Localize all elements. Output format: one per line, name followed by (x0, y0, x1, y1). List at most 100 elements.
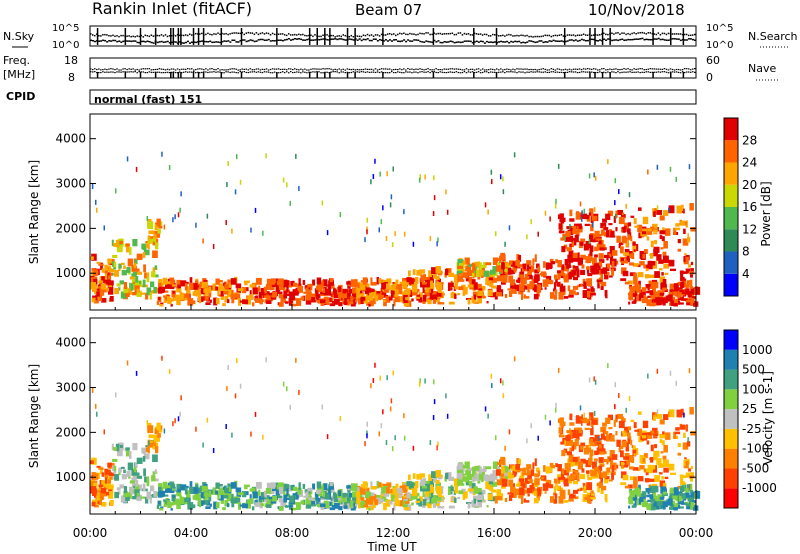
heatmap-cell (613, 419, 616, 427)
nave-point (374, 71, 377, 74)
heatmap-cell (213, 501, 218, 510)
freq-point (550, 68, 553, 70)
noise-sky-point (146, 40, 149, 42)
heatmap-cell (125, 243, 130, 247)
heatmap-cell (352, 491, 358, 498)
heatmap-cell (409, 493, 413, 501)
nave-point (437, 71, 439, 74)
noise-sky-point (413, 39, 416, 41)
freq-point (227, 69, 229, 71)
heatmap-cell (668, 495, 672, 501)
heatmap-cell (90, 487, 94, 492)
noise-search-point (98, 34, 100, 37)
nave-point (607, 71, 609, 73)
cpid-label: CPID (6, 90, 35, 103)
heatmap-cell (179, 291, 183, 298)
date-title: 10/Nov/2018 (588, 1, 685, 19)
heatmap-cell (662, 459, 669, 467)
nave-point (584, 71, 587, 73)
heatmap-cell (641, 435, 647, 439)
heatmap-cell (194, 490, 200, 497)
heatmap-cell (565, 435, 571, 443)
heatmap-cell (649, 494, 654, 500)
nave-point (233, 71, 235, 73)
heatmap-cell (522, 483, 526, 489)
heatmap-cell (617, 209, 624, 216)
noise-sky-point (504, 41, 507, 43)
heatmap-cell (129, 480, 135, 484)
freq-point (540, 68, 542, 70)
heatmap-cell (290, 484, 293, 490)
nave-point (348, 72, 351, 74)
nave-point (340, 71, 342, 73)
heatmap-cell (329, 303, 336, 307)
heatmap-cell (343, 505, 348, 509)
heatmap-cell (686, 280, 690, 288)
heatmap-cell (428, 289, 432, 293)
heatmap-cell (234, 497, 241, 503)
heatmap-cell (661, 488, 667, 495)
noise-sky-point (613, 39, 616, 41)
heatmap-cell (554, 407, 557, 413)
heatmap-cell (532, 462, 535, 470)
freq-point (421, 68, 423, 70)
heatmap-cell (420, 486, 426, 492)
freq-point (152, 68, 155, 71)
freq-point (376, 69, 379, 71)
heatmap-cell (231, 500, 235, 508)
heatmap-cell (134, 284, 140, 293)
nave-point (615, 72, 617, 74)
heatmap-cell (650, 444, 654, 452)
heatmap-cell (94, 288, 97, 294)
heatmap-cell (393, 494, 396, 499)
heatmap-cell (146, 275, 150, 283)
nave-point (538, 71, 540, 73)
heatmap-cell (368, 303, 371, 307)
noise-search-point (130, 35, 132, 38)
heatmap-cell (526, 468, 530, 475)
heatmap-cell (553, 288, 557, 292)
noise-sky-point (599, 39, 602, 41)
heatmap-cell (674, 431, 681, 435)
heatmap-cell (537, 231, 539, 237)
heatmap-cell (689, 203, 694, 211)
heatmap-cell (491, 489, 497, 493)
heatmap-cell (438, 278, 442, 285)
heatmap-cell (559, 422, 563, 427)
noise-search-point (312, 35, 314, 38)
heatmap-cell (511, 475, 516, 478)
noise-sky-point (576, 40, 579, 42)
heatmap-cell (614, 213, 617, 219)
velocity-colorbar-segment (724, 330, 738, 350)
heatmap-cell (494, 435, 497, 441)
noise-sky-point (677, 38, 680, 40)
nave-point (112, 71, 114, 73)
noise-sky-point (522, 41, 525, 44)
heatmap-cell (444, 268, 449, 276)
heatmap-cell (162, 481, 168, 489)
heatmap-cell (566, 247, 573, 252)
freq-point (651, 68, 654, 70)
heatmap-cell (436, 293, 442, 297)
noise-search-point (429, 33, 431, 36)
noise-search-point (518, 35, 520, 37)
freq-point (603, 68, 605, 70)
heatmap-cell (471, 270, 475, 273)
heatmap-cell (658, 259, 664, 264)
heatmap-cell (646, 299, 652, 306)
noise-sky-point (580, 38, 583, 41)
heatmap-cell (448, 301, 455, 305)
heatmap-cell (641, 430, 647, 433)
noise-search-point (542, 35, 544, 37)
noise-sky-point (237, 41, 240, 43)
heatmap-cell (175, 490, 179, 493)
noise-sky-point (174, 41, 177, 43)
nave-point (514, 71, 516, 73)
freq-point (360, 69, 363, 71)
nave-point (491, 71, 494, 73)
heatmap-cell (101, 502, 107, 507)
y-tick-label: 3000 (55, 381, 86, 395)
heatmap-cell (662, 227, 665, 233)
nave-point (287, 72, 290, 74)
heatmap-cell (594, 230, 600, 238)
